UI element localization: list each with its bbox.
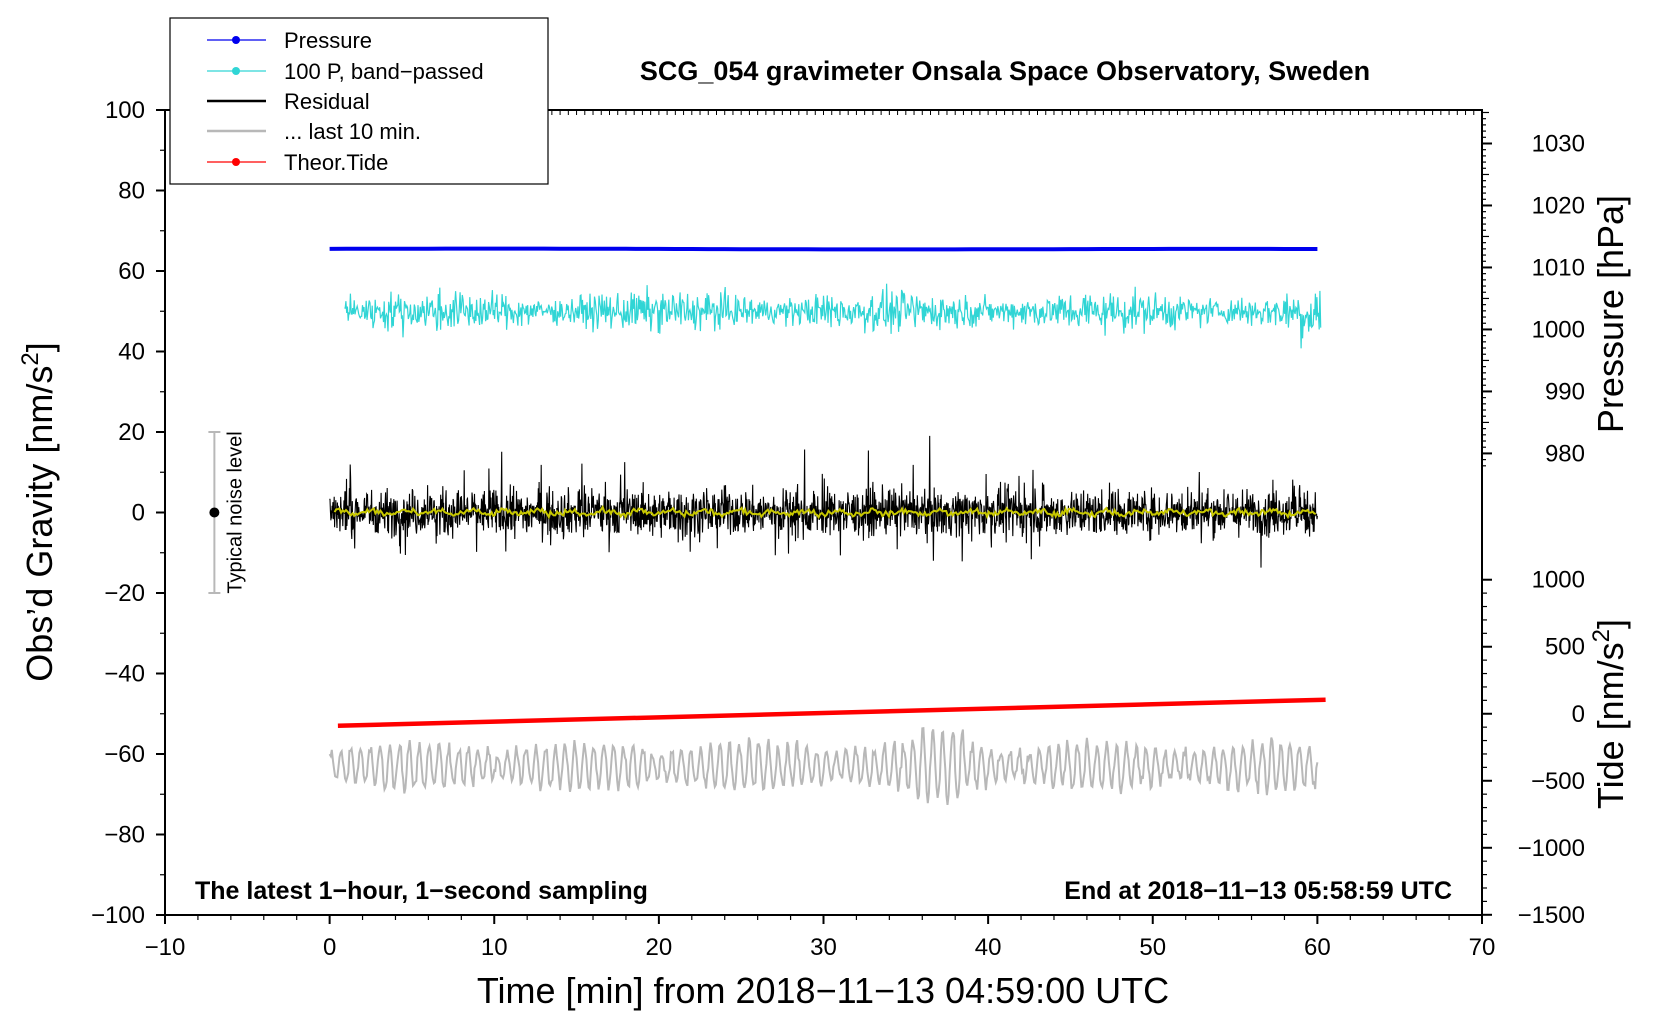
y-tick-label: −40 xyxy=(104,661,145,688)
x-tick-label: 40 xyxy=(975,934,1002,961)
tide-tick-label: −1000 xyxy=(1518,835,1585,862)
noise-level-label: Typical noise level xyxy=(224,431,246,593)
pressure-tick-label: 1010 xyxy=(1532,254,1585,281)
legend-item-band-passed: 100 P, band−passed xyxy=(207,59,484,84)
annotation-end-time: End at 2018−11−13 05:58:59 UTC xyxy=(1064,877,1452,905)
y-tick-label: −20 xyxy=(104,580,145,607)
noise-level-dot xyxy=(209,507,220,518)
tide-tick-label: −1500 xyxy=(1518,902,1585,929)
x-tick-label: −10 xyxy=(145,934,186,961)
series-band-passed xyxy=(344,283,1322,349)
x-tick-label: 10 xyxy=(481,934,508,961)
x-axis: −10 0 10 20 30 40 50 60 70 xyxy=(145,915,1496,961)
x-tick-label: 50 xyxy=(1139,934,1166,961)
pressure-tick-label: 1000 xyxy=(1532,316,1585,343)
series-residual-smoothed xyxy=(333,504,1317,520)
legend-item-pressure: Pressure xyxy=(207,28,372,53)
y-tick-label: 80 xyxy=(118,178,145,205)
chart-title: SCG_054 gravimeter Onsala Space Observat… xyxy=(640,56,1370,86)
series-theor-tide xyxy=(337,697,1326,729)
legend-label-theor-tide: Theor.Tide xyxy=(284,150,388,175)
legend-item-last-10-min: ... last 10 min. xyxy=(207,119,421,144)
y-axis-title-pressure: Pressure [hPa] xyxy=(1590,195,1631,433)
legend-label-pressure: Pressure xyxy=(284,28,372,53)
y-axis-gravity: −100 −80 −60 −40 −20 0 20 40 60 80 100 xyxy=(91,97,165,929)
y-tick-label: −60 xyxy=(104,741,145,768)
pressure-tick-label: 1030 xyxy=(1532,130,1585,157)
y-axis-tide: −1500 −1000 −500 0 500 1000 xyxy=(1482,567,1585,929)
y-tick-label: −100 xyxy=(91,902,145,929)
y-axis-title-tide: Tide [nm/s2] xyxy=(1588,619,1631,809)
y-axis-title-gravity: Obs’d Gravity [nm/s2] xyxy=(17,342,60,681)
legend: Pressure 100 P, band−passed Residual ...… xyxy=(169,17,549,185)
x-tick-label: 70 xyxy=(1469,934,1496,961)
y-tick-label: 60 xyxy=(118,258,145,285)
tide-tick-label: 0 xyxy=(1572,701,1585,728)
tide-tick-label: 1000 xyxy=(1532,567,1585,594)
x-tick-label: 60 xyxy=(1304,934,1331,961)
pressure-tick-label: 990 xyxy=(1545,378,1585,405)
y-tick-label: 100 xyxy=(105,97,145,124)
legend-item-theor-tide: Theor.Tide xyxy=(207,150,388,175)
y-tick-label: 40 xyxy=(118,339,145,366)
tide-tick-label: 500 xyxy=(1545,634,1585,661)
x-axis-title: Time [min] from 2018−11−13 04:59:00 UTC xyxy=(477,970,1169,1011)
noise-level-bar: Typical noise level xyxy=(208,431,246,594)
y-tick-label: 0 xyxy=(132,500,145,527)
series-residual xyxy=(329,435,1318,568)
x-tick-label: 30 xyxy=(810,934,837,961)
pressure-tick-label: 980 xyxy=(1545,440,1585,467)
legend-item-residual: Residual xyxy=(207,89,370,114)
x-tick-label: 20 xyxy=(646,934,673,961)
series-layer xyxy=(328,246,1326,806)
y-axis-pressure: 980 990 1000 1010 1020 1030 xyxy=(1482,111,1585,467)
series-pressure xyxy=(329,246,1318,252)
series-last-10-min xyxy=(328,727,1319,806)
tide-tick-label: −500 xyxy=(1531,768,1585,795)
legend-label-band-passed: 100 P, band−passed xyxy=(284,59,484,84)
pressure-tick-label: 1020 xyxy=(1532,192,1585,219)
x-tick-label: 0 xyxy=(323,934,336,961)
y-tick-label: 20 xyxy=(118,419,145,446)
y-tick-label: −80 xyxy=(104,822,145,849)
legend-label-residual: Residual xyxy=(284,89,370,114)
legend-label-last-10-min: ... last 10 min. xyxy=(284,119,421,144)
annotation-latest-hour: The latest 1−hour, 1−second sampling xyxy=(195,877,648,905)
